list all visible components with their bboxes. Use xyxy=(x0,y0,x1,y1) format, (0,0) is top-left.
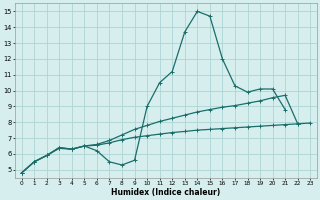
X-axis label: Humidex (Indice chaleur): Humidex (Indice chaleur) xyxy=(111,188,220,197)
